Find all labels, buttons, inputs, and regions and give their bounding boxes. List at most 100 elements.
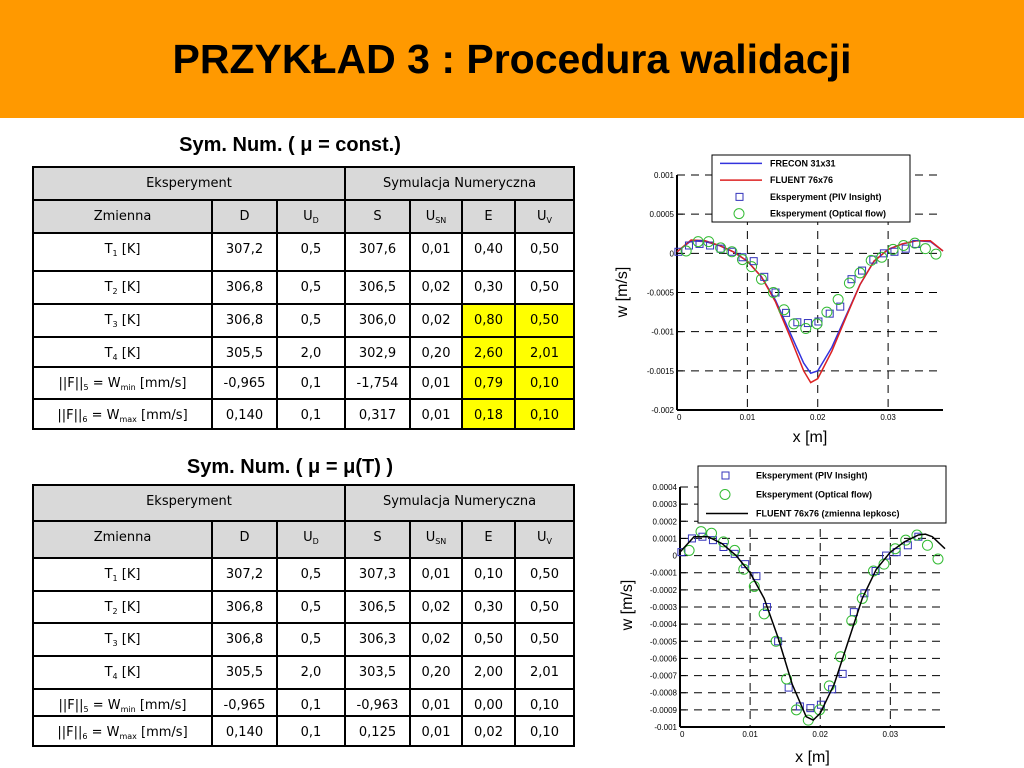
table-cell: 0,5 [276, 232, 346, 272]
table-cell: 0,1 [276, 688, 346, 717]
cell-text: = W [88, 698, 121, 713]
table-cell: 305,5 [211, 655, 278, 690]
data-point-circle [748, 580, 760, 592]
legend-label: FRECON 31x31 [770, 158, 836, 168]
data-point-circle [865, 254, 877, 266]
cell-text: S [373, 530, 382, 545]
data-point-circle [715, 242, 727, 254]
y-tick-label: -0.0005 [647, 289, 675, 298]
row-label: ||F||6 = Wmax [mm/s] [32, 715, 213, 747]
cell-text: 5 [83, 705, 89, 714]
group-header: Eksperyment [32, 166, 346, 201]
y-tick-label: -0.0002 [650, 586, 678, 595]
table-cell: 0,10 [461, 557, 516, 592]
column-header: S [344, 199, 411, 234]
data-point-square [762, 603, 771, 611]
cell-text: E [484, 209, 493, 224]
cell-text: = W [87, 725, 120, 740]
table-cell: 0,01 [409, 398, 463, 430]
table-cell: 0,50 [461, 622, 516, 657]
cell-text: [K] [117, 313, 141, 328]
legend-label: FLUENT 76x76 [770, 175, 833, 185]
cell-text: T [104, 632, 113, 647]
data-point-square [760, 272, 769, 281]
data-point-circle [811, 318, 823, 330]
data-point-circle [843, 277, 855, 289]
table-cell: 305,5 [211, 336, 278, 368]
column-header: D [211, 199, 278, 234]
cell-text: V [546, 216, 552, 225]
data-point-square [828, 685, 837, 694]
data-point-circle [867, 565, 879, 577]
cell-text: [mm/s] [136, 725, 188, 740]
data-point-square [774, 637, 783, 646]
y-tick-label: 0 [670, 249, 675, 258]
table-cell: 0,10 [514, 715, 575, 747]
data-point-square [695, 239, 704, 248]
data-point-circle [846, 615, 858, 627]
table-row: ||F||5 = Wmin [mm/s] -0,965 0,1 -1,754 0,01 0… [32, 366, 575, 400]
x-tick-label: 0 [680, 730, 685, 739]
table-cell: 0,50 [514, 303, 575, 338]
data-point-circle [680, 245, 692, 257]
table-cell: 2,01 [514, 336, 575, 368]
table-cell: 302,9 [344, 336, 411, 368]
data-point-circle [856, 592, 868, 604]
data-point-circle [932, 553, 944, 565]
data-point-square [719, 543, 728, 551]
y-tick-label: -0.001 [654, 723, 677, 732]
cell-text: max [119, 732, 137, 741]
row-label: T4 [K] [32, 655, 213, 690]
table-cell: 0,02 [409, 270, 463, 305]
data-point-square [749, 257, 758, 266]
legend-label: Eksperyment (Optical flow) [756, 490, 872, 500]
row-label: ||F||5 = Wmin [mm/s] [32, 366, 213, 400]
y-tick-label: -0.0008 [650, 689, 678, 698]
cell-text: [K] [117, 280, 141, 295]
cell-text: T [104, 600, 113, 615]
cell-text: D [312, 216, 319, 225]
table-cell: 0,10 [514, 366, 575, 400]
row-label: T2 [K] [32, 270, 213, 305]
table-row: T3 [K] 306,8 0,5 306,3 0,02 0,50 0,50 [32, 622, 575, 657]
cell-text: [mm/s] [135, 376, 187, 391]
y-tick-label: -0.0003 [650, 603, 678, 612]
legend-box [711, 154, 911, 223]
data-point-circle [930, 248, 942, 260]
data-point-circle [736, 254, 748, 266]
data-point-circle [800, 323, 812, 335]
table-cell: -0,963 [344, 688, 411, 717]
column-header: D [211, 520, 278, 559]
data-point-square [858, 266, 867, 275]
data-point-circle [729, 544, 741, 556]
cell-text: [K] [117, 346, 141, 361]
title-bar: PRZYKŁAD 3 : Procedura walidacji [0, 0, 1024, 118]
data-point-square [793, 318, 802, 327]
data-point-circle [778, 304, 790, 316]
cell-text: U [537, 209, 547, 224]
data-point-circle [717, 536, 729, 548]
cell-text: SN [435, 537, 447, 546]
column-header: UV [514, 199, 575, 234]
table-cell: 0,1 [276, 398, 346, 430]
series-line-0 [676, 240, 944, 375]
cell-text: 1 [112, 574, 118, 583]
table-cell: 2,01 [514, 655, 575, 690]
row-label: T4 [K] [32, 336, 213, 368]
data-point-square [730, 549, 739, 558]
table-cell: 0,5 [276, 270, 346, 305]
table-cell: 0,01 [409, 232, 463, 272]
data-point-square [698, 532, 707, 541]
data-point-square [890, 247, 899, 256]
cell-text: D [239, 530, 250, 545]
chart-1: 0.0004 0.0003 0.0002 0.0001 0 -0.0001 -0.0002 -… [619, 465, 947, 766]
y-tick-label: -0.0005 [650, 637, 678, 646]
table-cell: 0,10 [514, 688, 575, 717]
cell-text: T [104, 567, 113, 582]
cell-text: U [425, 530, 436, 545]
legend-square-icon [721, 471, 730, 480]
data-point-square [849, 608, 858, 617]
cell-text: ||F|| [57, 408, 83, 423]
data-point-square [795, 702, 804, 711]
x-tick-label: 0.03 [880, 413, 896, 422]
